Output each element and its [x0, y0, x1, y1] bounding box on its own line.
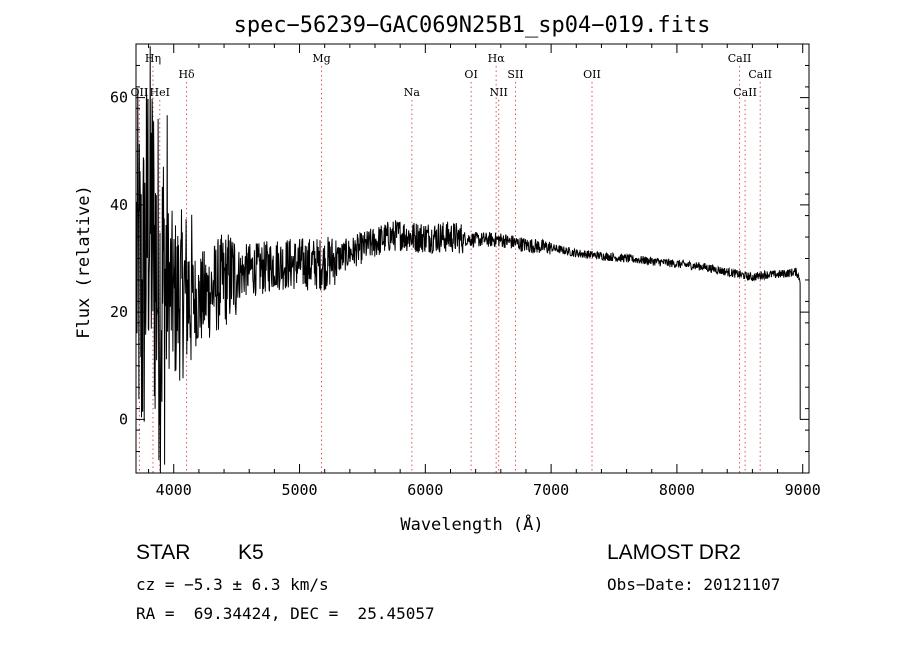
- line-marker-label: CaII: [728, 52, 752, 65]
- coordinates-readout: RA = 69.34424, DEC = 25.45057: [136, 604, 435, 623]
- x-tick-label: 9000: [785, 481, 821, 499]
- observation-date: Obs−Date: 20121107: [607, 575, 781, 594]
- x-tick-label: 8000: [659, 481, 695, 499]
- x-tick-label: 7000: [533, 481, 569, 499]
- spectrum-series: [136, 46, 801, 474]
- line-marker-label: OII: [583, 68, 601, 81]
- y-tick-label: 0: [119, 410, 128, 428]
- line-marker-label: NII: [490, 86, 508, 99]
- object-subclass: K5: [238, 541, 264, 564]
- object-class: STAR: [136, 541, 191, 564]
- x-axis-label: Wavelength (Å): [400, 513, 543, 535]
- y-tick-label: 20: [110, 303, 128, 321]
- line-marker-label: Mg: [312, 52, 330, 65]
- y-axis-ticks: 0 20 40 60: [110, 43, 809, 474]
- plot-frame: [135, 43, 810, 474]
- x-tick-label: 4000: [156, 481, 192, 499]
- x-axis-ticks: 4000 5000 6000 7000 8000 9000: [148, 44, 821, 499]
- y-tick-label: 40: [110, 196, 128, 214]
- y-axis-label: Flux (relative): [74, 185, 94, 339]
- line-marker-label: OII: [131, 86, 149, 99]
- emission-line-markers: OII Hη HeI Hδ Mg Na OI Hα NII SII OII CaII CaII CaII: [131, 52, 772, 473]
- line-marker-label: SII: [507, 68, 523, 81]
- y-tick-label: 60: [110, 89, 128, 107]
- survey-name: LAMOST DR2: [607, 541, 741, 564]
- line-marker-label: HeI: [150, 86, 170, 99]
- x-tick-label: 6000: [407, 481, 443, 499]
- line-marker-label: CaII: [748, 68, 772, 81]
- line-marker-label: Hη: [145, 52, 161, 65]
- line-marker-label: Hα: [488, 52, 506, 65]
- chart-title: spec−56239−GAC069N25B1_sp04−019.fits: [234, 13, 711, 38]
- line-marker-label: Na: [404, 86, 421, 99]
- x-tick-label: 5000: [281, 481, 317, 499]
- line-marker-label: Hδ: [178, 68, 195, 81]
- line-marker-label: OI: [464, 68, 477, 81]
- line-marker-label: CaII: [733, 86, 757, 99]
- redshift-readout: cz = −5.3 ± 6.3 km/s: [136, 575, 329, 594]
